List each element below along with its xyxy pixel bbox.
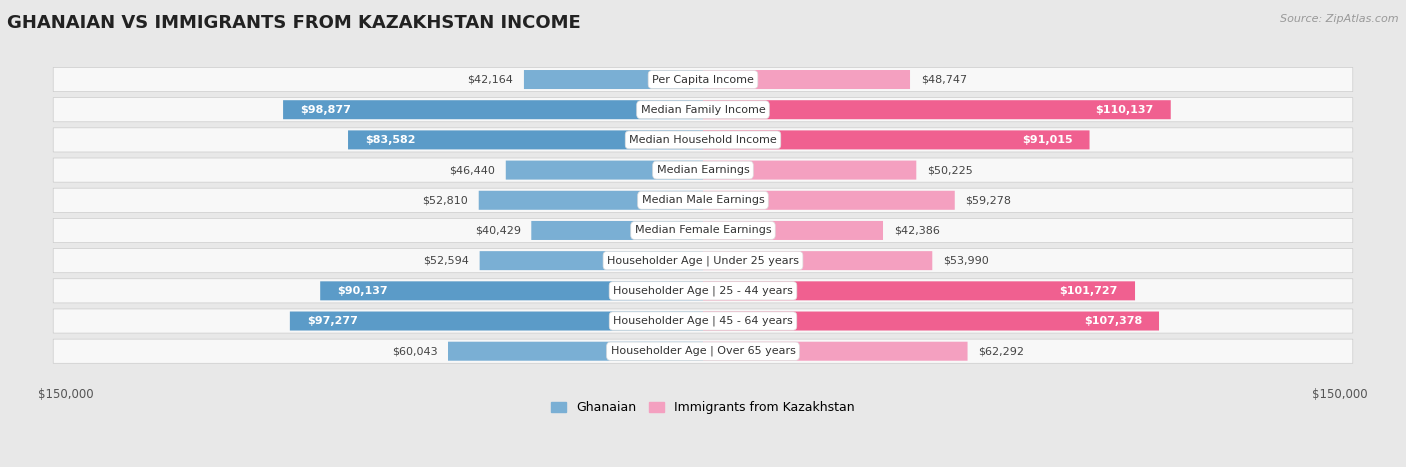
FancyBboxPatch shape xyxy=(524,70,703,89)
Legend: Ghanaian, Immigrants from Kazakhstan: Ghanaian, Immigrants from Kazakhstan xyxy=(547,396,859,419)
FancyBboxPatch shape xyxy=(703,161,917,180)
FancyBboxPatch shape xyxy=(53,128,1353,152)
FancyBboxPatch shape xyxy=(479,251,703,270)
Text: Householder Age | 25 - 44 years: Householder Age | 25 - 44 years xyxy=(613,286,793,296)
Text: $60,043: $60,043 xyxy=(392,346,437,356)
Text: Median Female Earnings: Median Female Earnings xyxy=(634,226,772,235)
Text: Per Capita Income: Per Capita Income xyxy=(652,75,754,85)
Text: $42,386: $42,386 xyxy=(894,226,939,235)
FancyBboxPatch shape xyxy=(449,342,703,361)
FancyBboxPatch shape xyxy=(531,221,703,240)
FancyBboxPatch shape xyxy=(290,311,703,331)
FancyBboxPatch shape xyxy=(703,191,955,210)
FancyBboxPatch shape xyxy=(703,251,932,270)
Text: $97,277: $97,277 xyxy=(307,316,357,326)
Text: $101,727: $101,727 xyxy=(1060,286,1118,296)
FancyBboxPatch shape xyxy=(53,248,1353,273)
FancyBboxPatch shape xyxy=(53,158,1353,182)
Text: $50,225: $50,225 xyxy=(927,165,973,175)
Text: $53,990: $53,990 xyxy=(943,255,988,266)
Text: Householder Age | Over 65 years: Householder Age | Over 65 years xyxy=(610,346,796,356)
Text: $46,440: $46,440 xyxy=(450,165,495,175)
Text: Householder Age | 45 - 64 years: Householder Age | 45 - 64 years xyxy=(613,316,793,326)
FancyBboxPatch shape xyxy=(53,309,1353,333)
Text: $42,164: $42,164 xyxy=(467,75,513,85)
FancyBboxPatch shape xyxy=(703,221,883,240)
Text: $110,137: $110,137 xyxy=(1095,105,1154,115)
FancyBboxPatch shape xyxy=(321,281,703,300)
Text: Householder Age | Under 25 years: Householder Age | Under 25 years xyxy=(607,255,799,266)
FancyBboxPatch shape xyxy=(349,130,703,149)
FancyBboxPatch shape xyxy=(53,339,1353,363)
FancyBboxPatch shape xyxy=(283,100,703,119)
Text: $48,747: $48,747 xyxy=(921,75,967,85)
FancyBboxPatch shape xyxy=(703,311,1159,331)
FancyBboxPatch shape xyxy=(53,279,1353,303)
Text: $107,378: $107,378 xyxy=(1084,316,1142,326)
Text: $62,292: $62,292 xyxy=(979,346,1024,356)
FancyBboxPatch shape xyxy=(53,67,1353,92)
FancyBboxPatch shape xyxy=(53,188,1353,212)
FancyBboxPatch shape xyxy=(506,161,703,180)
Text: $52,594: $52,594 xyxy=(423,255,470,266)
Text: Median Male Earnings: Median Male Earnings xyxy=(641,195,765,205)
Text: Median Family Income: Median Family Income xyxy=(641,105,765,115)
FancyBboxPatch shape xyxy=(703,70,910,89)
FancyBboxPatch shape xyxy=(703,100,1171,119)
Text: $52,810: $52,810 xyxy=(422,195,468,205)
Text: $91,015: $91,015 xyxy=(1022,135,1073,145)
Text: GHANAIAN VS IMMIGRANTS FROM KAZAKHSTAN INCOME: GHANAIAN VS IMMIGRANTS FROM KAZAKHSTAN I… xyxy=(7,14,581,32)
Text: Median Household Income: Median Household Income xyxy=(628,135,778,145)
FancyBboxPatch shape xyxy=(703,130,1090,149)
Text: $90,137: $90,137 xyxy=(337,286,388,296)
FancyBboxPatch shape xyxy=(53,219,1353,242)
FancyBboxPatch shape xyxy=(53,98,1353,122)
Text: $98,877: $98,877 xyxy=(299,105,352,115)
FancyBboxPatch shape xyxy=(703,342,967,361)
Text: Median Earnings: Median Earnings xyxy=(657,165,749,175)
Text: $83,582: $83,582 xyxy=(366,135,416,145)
Text: $40,429: $40,429 xyxy=(475,226,520,235)
FancyBboxPatch shape xyxy=(703,281,1135,300)
Text: $59,278: $59,278 xyxy=(966,195,1011,205)
FancyBboxPatch shape xyxy=(478,191,703,210)
Text: Source: ZipAtlas.com: Source: ZipAtlas.com xyxy=(1281,14,1399,24)
